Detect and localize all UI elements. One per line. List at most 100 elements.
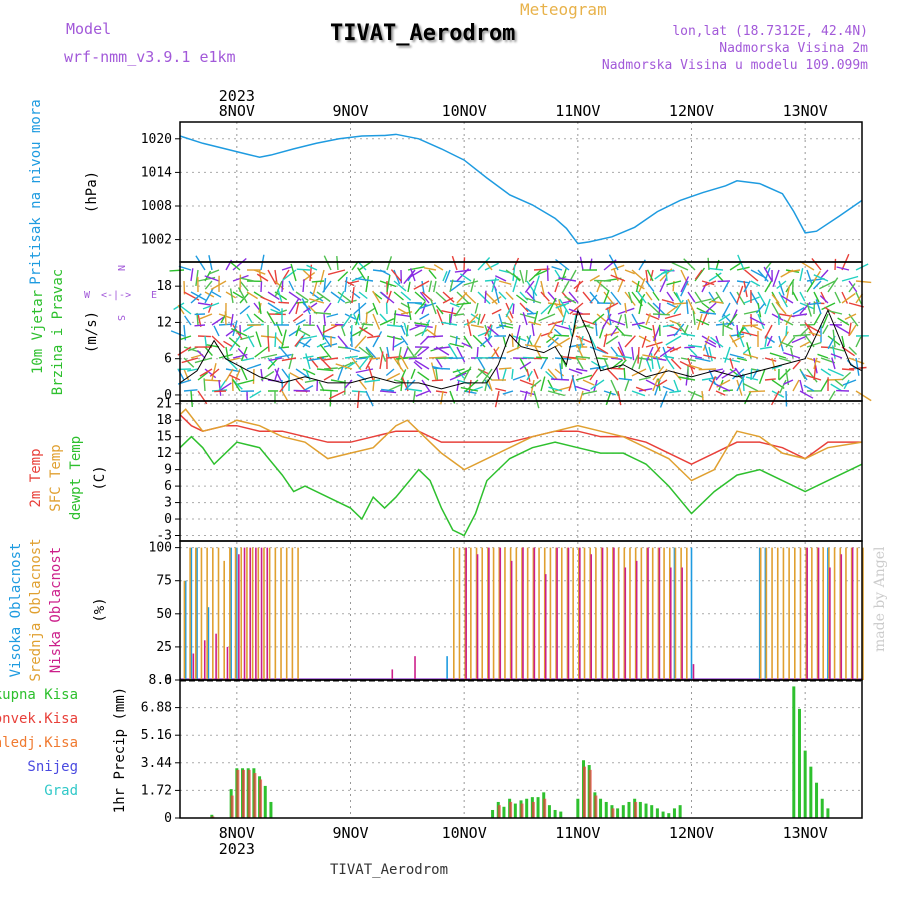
- total-rain-bar: [491, 809, 495, 818]
- wind-barb: [806, 269, 813, 286]
- wind-barb: [608, 318, 626, 326]
- wind-barb: [554, 281, 560, 293]
- wind-barb: [820, 368, 832, 376]
- wind-speed-line: [179, 308, 863, 390]
- wind-barb: [423, 267, 437, 271]
- wind-barb: [390, 269, 402, 282]
- wind-barb: [736, 280, 749, 284]
- y-tick-label: 1008: [141, 199, 172, 214]
- wind-barb: [512, 264, 516, 282]
- wind-barb: [367, 335, 381, 339]
- wind-barb: [696, 313, 703, 330]
- conv-rain-bar: [611, 808, 615, 818]
- y-tick-label: 6.88: [141, 701, 172, 716]
- wind-barb: [694, 357, 711, 362]
- wind-barb: [194, 324, 206, 327]
- wind-barb: [578, 335, 584, 348]
- wind-barb: [724, 346, 731, 363]
- wind-barb: [183, 291, 200, 301]
- wind-barb: [304, 379, 318, 383]
- wind-barb: [299, 335, 318, 340]
- wind-barb: [358, 302, 361, 321]
- wind-barb: [721, 302, 731, 318]
- wind-barb: [764, 279, 773, 293]
- wind-barb: [393, 291, 404, 301]
- wind-barb: [841, 371, 852, 381]
- wind-barb: [204, 379, 222, 382]
- wind-barb: [454, 269, 472, 273]
- wind-barb: [237, 287, 248, 304]
- wind-barb: [335, 363, 353, 370]
- wind-barb: [766, 335, 773, 347]
- wind-barb: [683, 324, 689, 336]
- wind-barb: [812, 280, 822, 290]
- total-rain-bar: [525, 798, 529, 818]
- wind-barb: [267, 269, 277, 285]
- wind-barb: [679, 360, 696, 370]
- wind-barb: [617, 278, 624, 293]
- wind-barb: [551, 266, 563, 271]
- wind-barb: [450, 280, 465, 292]
- wind-barb: [799, 390, 814, 399]
- wind-barb: [466, 319, 472, 337]
- wind-barb: [270, 308, 283, 315]
- wind-barb: [785, 325, 788, 337]
- conv-rain-bar: [509, 801, 513, 818]
- y-tick-label: 0: [164, 388, 172, 403]
- wind-barb: [322, 280, 332, 293]
- wind-barb: [353, 313, 360, 326]
- wind-barb: [506, 346, 521, 354]
- wind-barb: [403, 322, 409, 337]
- wind-barb: [610, 291, 622, 306]
- wind-barb: [393, 310, 397, 326]
- wind-barb: [246, 291, 258, 300]
- wind-barb: [414, 324, 433, 328]
- wind-barb: [631, 368, 647, 377]
- wind-barb: [372, 302, 379, 315]
- wind-barb: [582, 379, 595, 386]
- dewpoint-line: [179, 435, 863, 537]
- wind-barb: [431, 379, 444, 382]
- wind-axis-subtitle: Brzina i Pravac: [50, 269, 66, 395]
- wind-barb: [653, 324, 661, 342]
- wind-barb: [519, 390, 536, 396]
- wind-barb: [274, 332, 277, 348]
- wind-barb: [701, 390, 704, 402]
- wind-barb: [534, 346, 542, 359]
- wind-barb: [228, 357, 241, 362]
- wind-barb: [449, 307, 454, 326]
- wind-barb: [322, 334, 332, 348]
- conv-rain-bar: [497, 805, 501, 818]
- wind-barb: [830, 353, 843, 359]
- wind-barb: [455, 335, 458, 346]
- wind-barb: [627, 291, 633, 304]
- wind-barb: [449, 335, 461, 340]
- wind-barb: [190, 293, 202, 304]
- mid-cloud-axis-title: Srednja Oblacnost: [28, 538, 44, 681]
- wind-barb: [778, 357, 792, 363]
- sfc-temp-line: [179, 408, 863, 482]
- wind-barb: [385, 368, 395, 377]
- wind-barb: [493, 348, 500, 359]
- wind-barb: [568, 308, 584, 315]
- wind-barb: [605, 390, 612, 406]
- wind-barb: [533, 390, 540, 409]
- wind-barb: [656, 379, 668, 387]
- wind-barb: [841, 291, 849, 304]
- wind-barb: [512, 374, 526, 381]
- wind-barb: [187, 368, 199, 372]
- wind-barb: [645, 313, 660, 321]
- wind-barb: [204, 280, 213, 290]
- wind-barb: [407, 388, 423, 392]
- wind-barb: [547, 335, 563, 348]
- wind-barb: [476, 346, 479, 358]
- wind-barb: [785, 314, 793, 326]
- wind-barb: [181, 357, 199, 364]
- wind-barb: [428, 269, 437, 280]
- wind-barb: [442, 271, 448, 282]
- wind-barb: [737, 330, 745, 348]
- wind-barb: [848, 322, 852, 337]
- wind-barb: [211, 316, 225, 326]
- wind-barb: [792, 360, 801, 370]
- total-rain-bar: [627, 801, 631, 818]
